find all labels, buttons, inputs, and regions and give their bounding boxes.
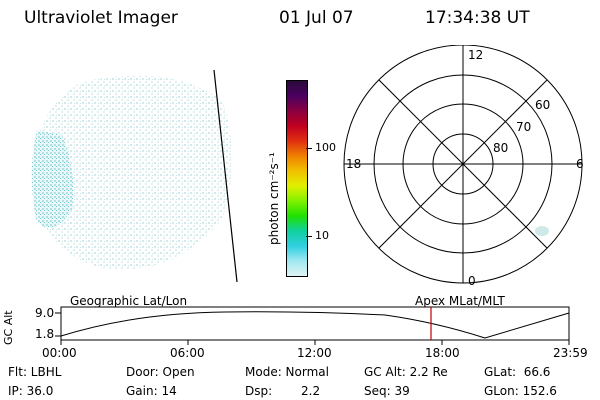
x-tick-label-0000: 00:00	[42, 346, 77, 360]
geographic-label: Geographic Lat/Lon	[70, 294, 188, 308]
lat-label-80: 80	[493, 141, 508, 155]
polar-axis-diag-2	[378, 79, 548, 249]
ip-readout: IP: 36.0	[8, 384, 54, 398]
gc-alt-readout: GC Alt: 2.2 Re	[364, 365, 448, 379]
aurora-disk	[32, 75, 232, 270]
x-tick-label-0600: 06:00	[170, 346, 205, 360]
polar-emission-spot	[535, 226, 549, 236]
colorbar-tick-label-100: 100	[315, 141, 336, 154]
time-readout: 17:34:38 UT	[425, 8, 530, 28]
colorbar-gradient	[287, 81, 307, 276]
mode-readout: Mode: Normal	[245, 365, 329, 379]
colorbar-tick-100	[306, 148, 312, 149]
colorbar-tick-label-10: 10	[315, 229, 329, 242]
glat-readout: GLat: 66.6	[484, 365, 551, 379]
aurora-bright-region	[31, 130, 74, 228]
colorbar-label: photon cm⁻²s⁻¹	[267, 152, 281, 245]
y-tick-label-bottom: 1.8	[35, 327, 55, 341]
timeline-frame	[60, 306, 570, 341]
gain-readout: Gain: 14	[126, 384, 177, 398]
mlt-label-18: 18	[346, 157, 361, 171]
colorbar	[286, 80, 308, 277]
terminator-line	[213, 69, 238, 283]
mlt-label-6: 6	[576, 157, 584, 171]
mlt-label-0: 0	[468, 274, 476, 288]
filter-readout: Flt: LBHL	[8, 365, 62, 379]
polar-plot: 12 18 6 0 60 70 80	[343, 45, 584, 288]
orbit-timeline	[55, 306, 570, 345]
y-tick-label-top: 9.0	[35, 306, 55, 320]
date-readout: 01 Jul 07	[279, 8, 354, 28]
x-tick-label-2359: 23:59	[553, 346, 588, 360]
x-tick-label-1800: 18:00	[425, 346, 460, 360]
colorbar-tick-10	[306, 236, 312, 237]
gc-alt-axis-label: GC Alt	[2, 310, 15, 345]
geographic-image	[31, 69, 238, 283]
dsp-value: 2.2	[301, 384, 321, 398]
altitude-curve	[60, 311, 570, 339]
mlt-label-12: 12	[468, 48, 483, 62]
door-readout: Door: Open	[126, 365, 195, 379]
glon-readout: GLon: 152.6	[484, 384, 557, 398]
app-title: Ultraviolet Imager	[24, 8, 178, 28]
dsp-label: Dsp:	[245, 384, 273, 398]
apex-label: Apex MLat/MLT	[415, 294, 505, 308]
seq-readout: Seq: 39	[364, 384, 410, 398]
x-tick-label-1200: 12:00	[297, 346, 332, 360]
lat-label-70: 70	[516, 120, 531, 134]
lat-label-60: 60	[535, 98, 550, 112]
